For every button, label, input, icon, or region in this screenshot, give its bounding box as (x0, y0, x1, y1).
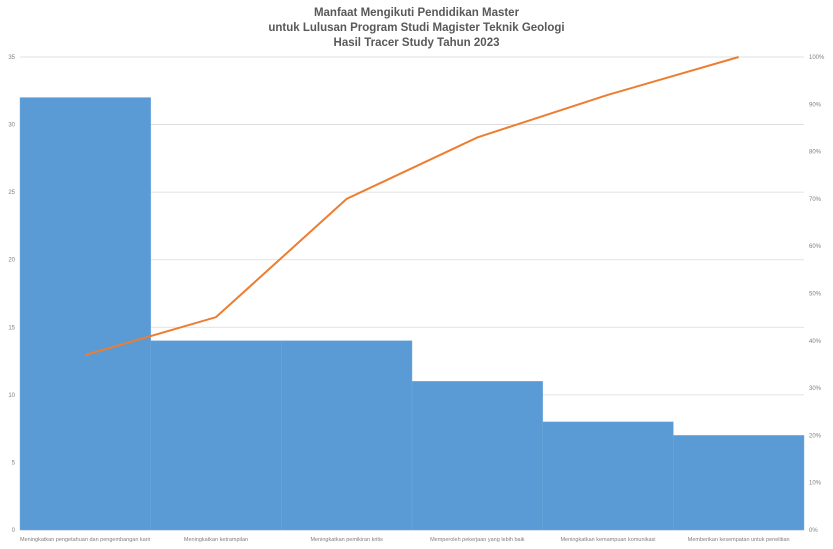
bar (542, 421, 674, 531)
y-left-tick-label: 35 (8, 55, 15, 61)
y-right-tick-label: 60% (809, 244, 822, 250)
x-category-label: Meningkatkan ketrampilan (184, 537, 248, 543)
x-category-label: Meningkatkan kemampuan komunikasi (560, 537, 655, 543)
chart-title-line-1: Manfaat Mengikuti Pendidikan Master (313, 7, 520, 19)
y-right-tick-label: 90% (809, 102, 822, 108)
y-right-tick-label: 100% (809, 55, 825, 61)
chart-title-line-3: Hasil Tracer Study Tahun 2023 (333, 37, 500, 49)
y-right-tick-label: 30% (809, 386, 822, 392)
x-category-label: Memberikan kesempatan untuk penelitian (688, 537, 790, 543)
x-category-label: Meningkatkan pengetahuan dan pengembanga… (20, 537, 151, 543)
bar (673, 435, 805, 531)
y-right-tick-label: 20% (809, 433, 822, 439)
y-right-tick-label: 0% (809, 528, 818, 534)
y-left-tick-label: 25 (8, 190, 15, 196)
x-category-label: Meningkatkan pemikiran kritis (310, 537, 383, 543)
y-left-tick-label: 0 (12, 528, 16, 534)
y-left-tick-label: 10 (8, 393, 15, 399)
bar (411, 381, 543, 531)
y-right-tick-label: 80% (809, 150, 822, 156)
cumulative-line (85, 56, 739, 356)
y-left-tick-label: 30 (8, 123, 15, 129)
bar (19, 97, 151, 531)
y-right-tick-label: 70% (809, 197, 822, 203)
y-right-tick-label: 10% (809, 481, 822, 487)
chart-title: Manfaat Mengikuti Pendidikan Master untu… (0, 6, 833, 51)
bar (281, 340, 413, 531)
y-left-tick-label: 20 (8, 258, 15, 264)
chart-title-line-2: untuk Lulusan Program Studi Magister Tek… (268, 22, 565, 34)
y-right-tick-label: 50% (809, 292, 822, 298)
y-left-tick-label: 15 (8, 325, 15, 331)
y-right-tick-label: 40% (809, 339, 822, 345)
y-left-tick-label: 5 (12, 460, 16, 466)
bar (150, 340, 282, 531)
x-category-label: Memperoleh pekerjaan yang lebih baik (430, 537, 525, 543)
